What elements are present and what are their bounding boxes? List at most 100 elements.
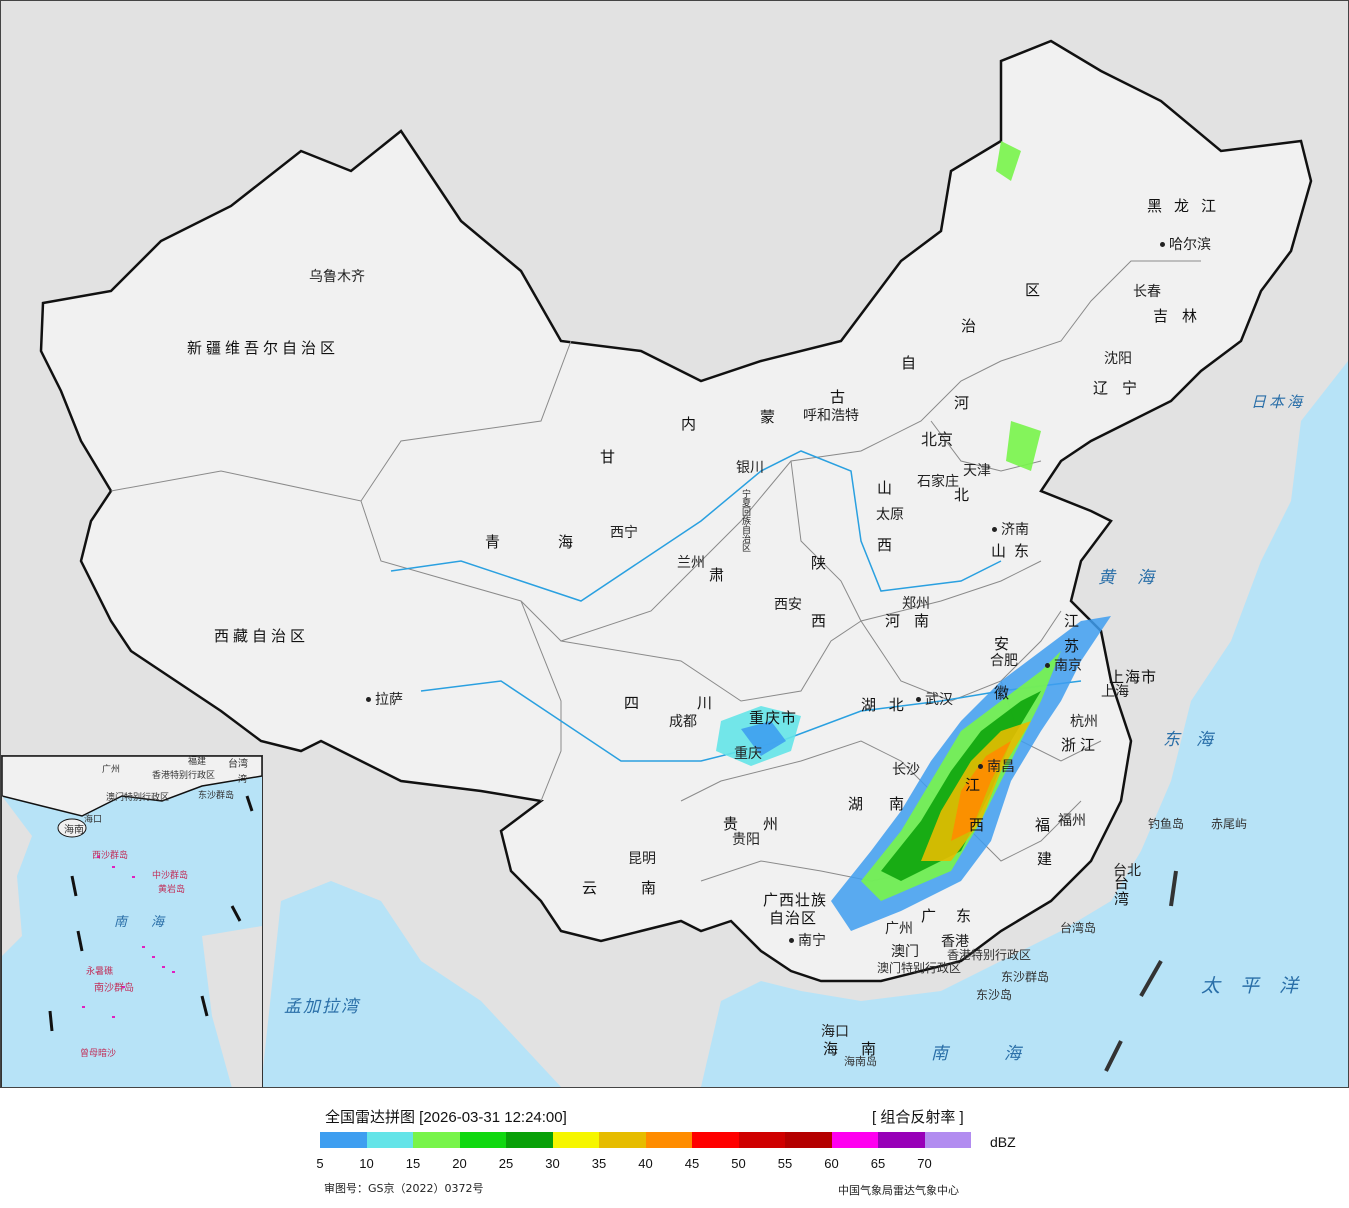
province-henan: 河南: [885, 612, 944, 630]
legend-tick-label: 15: [405, 1156, 421, 1171]
sea-bengal: [261, 881, 561, 1087]
province-shanxi-1: 山: [877, 479, 897, 497]
city-hongkong: 香港: [941, 934, 969, 950]
legend-tick-label: 30: [545, 1156, 560, 1171]
city-taiyuan: 太原: [876, 507, 904, 523]
province-shandong: 山东: [991, 542, 1038, 560]
province-guangxi-2: 自治区: [769, 909, 818, 927]
city-guangzhou: 广州: [885, 921, 913, 937]
province-neimenggu-3: 古: [830, 388, 850, 406]
legend-bin: [506, 1132, 553, 1148]
province-fujian-1: 福: [1035, 816, 1055, 834]
province-neimenggu-4: 自: [901, 354, 921, 372]
province-sichuan-2: 川: [697, 694, 717, 712]
province-neimenggu-5: 治: [961, 317, 981, 335]
sea-japan: 日本海: [1251, 393, 1306, 411]
legend-colorbar: [320, 1132, 971, 1148]
inset-label-nansha: 南沙群岛: [94, 983, 134, 994]
island-diaoyu: 钓鱼岛: [1148, 817, 1185, 831]
city-hangzhou: 杭州: [1070, 714, 1098, 730]
province-jiangsu-1: 江: [1064, 612, 1084, 630]
legend-tick-label: 50: [731, 1156, 746, 1171]
south-sea-inset: 台湾 香港特别行政区 澳门特别行政区 东沙群岛 海南 中沙群岛 南沙群岛 曾母暗…: [1, 755, 263, 1087]
province-neimenggu-6: 区: [1025, 281, 1045, 299]
legend-tick-label: 25: [498, 1156, 514, 1171]
radar-echoes: [716, 141, 1111, 931]
city-shijiazhuang: 石家庄: [917, 474, 959, 490]
legend-bin: [785, 1132, 832, 1148]
city-nanning: 南宁: [789, 933, 826, 949]
province-neimenggu-1: 内: [681, 415, 701, 433]
province-yunnan-2: 南: [641, 879, 661, 897]
legend-tick-label: 60: [824, 1156, 839, 1171]
inset-label-hongkong: 香港特别行政区: [152, 771, 216, 781]
korea-land: [1181, 271, 1348, 451]
city-changchun: 长春: [1133, 284, 1161, 300]
island-dongsha-islands: 东沙群岛: [1001, 970, 1050, 984]
city-zhengzhou: 郑州: [902, 596, 930, 612]
city-taibei: 台北: [1113, 863, 1141, 879]
sea-yellow: 黄海: [1098, 568, 1176, 588]
city-changsha: 长沙: [892, 762, 920, 778]
city-xining: 西宁: [610, 525, 638, 541]
province-gansu-2: 肃: [709, 566, 729, 584]
legend-bin: [692, 1132, 739, 1148]
island-chiwei: 赤尾屿: [1211, 817, 1248, 831]
province-sichuan-1: 四: [624, 694, 644, 712]
inset-label-huangyan: 黄岩岛: [158, 885, 186, 895]
legend-tick-label: 55: [777, 1156, 793, 1171]
province-ningxia: 宁夏回族自治区: [740, 489, 750, 552]
inset-label-guangzhou: 广州: [102, 765, 121, 775]
city-yinchuan: 银川: [736, 460, 764, 476]
province-xinjiang: 新疆维吾尔自治区: [187, 339, 340, 357]
city-shanghai: 上海: [1101, 684, 1129, 700]
province-guizhou-2: 州: [763, 815, 783, 833]
inset-label-xisha: 西沙群岛: [92, 851, 129, 861]
inset-canvas: [2, 756, 262, 1087]
inset-label-dongsha: 东沙群岛: [198, 791, 235, 801]
legend-title: 全国雷达拼图 [2026-03-31 12:24:00]: [325, 1109, 567, 1126]
city-hohhot: 呼和浩特: [803, 408, 859, 424]
island-hainan: 海南岛: [844, 1055, 877, 1068]
city-hefei: 合肥: [990, 653, 1018, 669]
city-harbin: 哈尔滨: [1160, 237, 1211, 253]
legend-tick-label: 40: [638, 1156, 653, 1171]
legend-bin: [413, 1132, 460, 1148]
province-shanghai: 上海市: [1109, 668, 1158, 686]
radar-map[interactable]: 新疆维吾尔自治区 西藏自治区 青 海 甘 肃 四 川 云 南 贵 州 广西壮族 …: [0, 0, 1349, 1088]
province-heilongjiang: 黑龙江: [1147, 197, 1229, 215]
island-dongsha: 东沙岛: [976, 988, 1013, 1002]
sea-bengal: 孟加拉湾: [284, 997, 360, 1017]
inset-label-yongshu: 永暑礁: [86, 967, 114, 977]
legend-bin: [459, 1132, 506, 1148]
sea-east: 东海: [1163, 730, 1229, 750]
island-taiwan: 台湾岛: [1060, 921, 1097, 935]
city-lanzhou: 兰州: [677, 555, 705, 571]
city-chongqing: 重庆: [734, 746, 762, 762]
province-xizang: 西藏自治区: [214, 627, 310, 645]
province-shanxi-2: 西: [877, 536, 897, 554]
city-macau: 澳门: [891, 944, 919, 960]
province-fujian-2: 建: [1037, 850, 1057, 868]
inset-label-fujian: 福建: [188, 757, 207, 767]
city-lhasa: 拉萨: [366, 692, 403, 708]
legend-bin: [320, 1132, 367, 1148]
province-macau: 澳门特别行政区: [877, 961, 962, 975]
legend-bin: [738, 1132, 785, 1148]
province-qinghai-2: 海: [558, 533, 578, 551]
province-jiangxi-2: 西: [969, 816, 989, 834]
legend-tick-label: 65: [870, 1156, 886, 1171]
legend-bin: [366, 1132, 413, 1148]
province-hunan-1: 湖: [848, 795, 868, 813]
province-qinghai-1: 青: [485, 533, 505, 551]
province-guangdong-1: 广: [921, 907, 941, 925]
city-nanchang: 南昌: [978, 759, 1015, 775]
province-hebei-1: 河: [954, 394, 974, 412]
sea-south: 南海: [931, 1044, 1077, 1064]
province-hainan-1: 海: [823, 1040, 843, 1058]
legend-tick-label: 35: [591, 1156, 607, 1171]
inset-sea-label: 南海: [114, 915, 189, 930]
legend-tick-label: 70: [917, 1156, 932, 1171]
city-fuzhou: 福州: [1058, 813, 1086, 829]
city-urumqi: 乌鲁木齐: [309, 269, 365, 285]
